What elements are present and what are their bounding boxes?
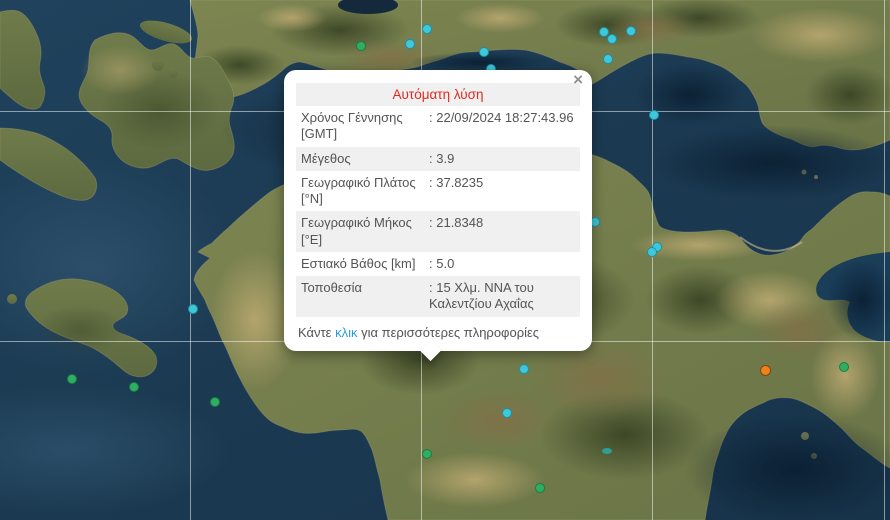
earthquake-marker-recent[interactable]: [519, 364, 529, 374]
earthquake-popup: × Αυτόματη λύση Χρόνος Γέννησης [GMT] : …: [284, 70, 592, 361]
solution-table: Χρόνος Γέννησης [GMT] : 22/09/2024 18:27…: [296, 106, 580, 317]
depth-label: Εστιακό Βάθος [km]: [301, 255, 416, 271]
earthquake-marker-recent[interactable]: [502, 408, 512, 418]
earthquake-marker-old[interactable]: [535, 483, 545, 493]
magnitude-label: Μέγεθος: [301, 150, 351, 166]
row-origin-time: Χρόνος Γέννησης [GMT] : 22/09/2024 18:27…: [296, 106, 580, 147]
longitude-value: 21.8348: [436, 215, 484, 231]
popup-close-button[interactable]: ×: [573, 70, 583, 89]
row-longitude: Γεωγραφικό Μήκος [°E] : 21.8348: [296, 211, 580, 252]
longitude-label: Γεωγραφικό Μήκος [°E]: [301, 215, 412, 247]
earthquake-marker-old[interactable]: [129, 382, 139, 392]
graticule-line: [652, 0, 653, 520]
row-depth: Εστιακό Βάθος [km] : 5.0: [296, 252, 580, 276]
earthquake-marker-moderate[interactable]: [759, 364, 771, 376]
location-value: 15 Χλμ. NNA του Καλεντζίου Αχαΐας: [429, 280, 534, 312]
earthquake-marker-recent[interactable]: [626, 26, 636, 36]
earthquake-marker-old[interactable]: [839, 362, 849, 372]
earthquake-marker-old[interactable]: [210, 397, 220, 407]
earthquake-marker-old[interactable]: [67, 374, 77, 384]
latitude-value: 37.8235: [436, 174, 484, 190]
earthquake-marker-old[interactable]: [356, 41, 366, 51]
earthquake-marker-recent[interactable]: [603, 54, 613, 64]
earthquake-marker-recent[interactable]: [649, 110, 659, 120]
origin-time-label: Χρόνος Γέννησης [GMT]: [301, 110, 403, 142]
earthquake-marker-old[interactable]: [422, 449, 432, 459]
origin-time-value: 22/09/2024 18:27:43.96: [436, 110, 574, 125]
graticule-line: [884, 0, 885, 520]
earthquake-marker-recent[interactable]: [405, 39, 415, 49]
earthquake-marker-recent[interactable]: [422, 24, 432, 34]
location-label: Τοποθεσία: [301, 280, 363, 295]
earthquake-marker-recent[interactable]: [647, 247, 657, 257]
row-magnitude: Μέγεθος : 3.9: [296, 146, 580, 171]
depth-value: 5.0: [436, 255, 455, 271]
popup-title: Αυτόματη λύση: [296, 83, 580, 106]
row-location: Τοποθεσία : 15 Χλμ. NNA του Καλεντζίου Α…: [296, 276, 580, 317]
earthquake-marker-recent[interactable]: [479, 47, 489, 57]
popup-footer: Κάντε κλικ για περισσότερες πληροφορίες: [298, 324, 540, 340]
magnitude-value: 3.9: [436, 150, 455, 166]
earthquake-marker-recent[interactable]: [607, 34, 617, 44]
latitude-label: Γεωγραφικό Πλάτος [°N]: [301, 174, 416, 206]
earthquake-marker-recent[interactable]: [599, 27, 609, 37]
earthquake-marker-recent[interactable]: [188, 304, 198, 314]
graticule-line: [190, 0, 191, 520]
klik-link[interactable]: κλικ: [335, 324, 358, 340]
row-latitude: Γεωγραφικό Πλάτος [°N] : 37.8235: [296, 171, 580, 212]
